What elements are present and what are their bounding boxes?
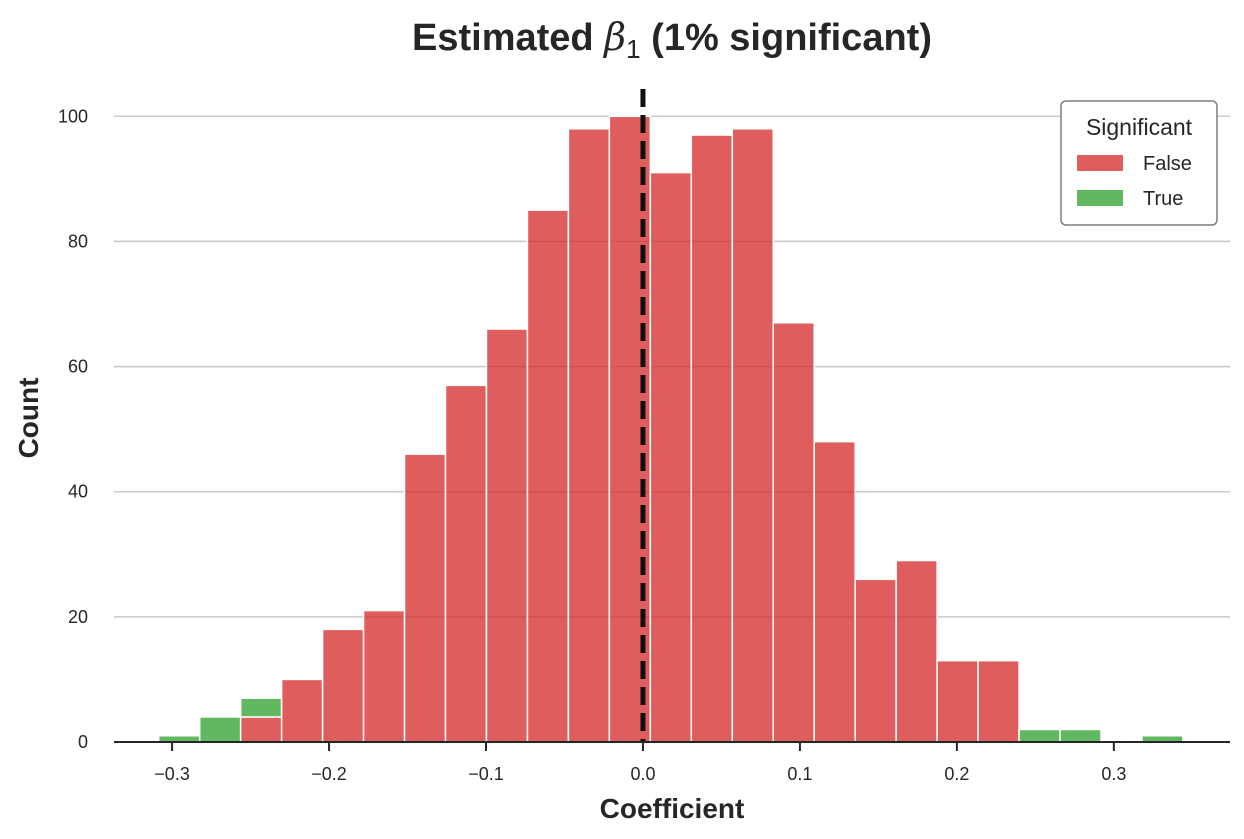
chart-title-suffix: (1% significant) <box>641 17 932 59</box>
legend-label-false: False <box>1143 153 1192 175</box>
legend-swatch-false <box>1077 155 1123 171</box>
chart-title-subscript: 1 <box>626 34 640 64</box>
chart-title-symbol: β <box>602 15 626 59</box>
bar-false <box>854 578 897 743</box>
bar-true <box>239 697 283 718</box>
y-tick-label: 60 <box>68 357 88 377</box>
x-axis-title: Coefficient <box>600 793 745 824</box>
x-tick-label: 0.3 <box>1101 764 1126 784</box>
y-tick-label: 100 <box>58 106 88 126</box>
bar-false <box>567 128 611 743</box>
y-tick-label: 80 <box>68 231 88 251</box>
bar-false <box>485 328 529 743</box>
chart-title: Estimated β1 (1% significant) <box>412 15 932 64</box>
bars-layer <box>157 115 1184 743</box>
legend-swatch-true <box>1077 190 1123 206</box>
y-tick-label: 40 <box>68 482 88 502</box>
bar-false <box>526 209 570 743</box>
bar-false <box>772 322 815 743</box>
bar-true <box>198 716 242 743</box>
bar-false <box>690 134 734 743</box>
x-tick-label: 0.1 <box>787 764 812 784</box>
x-tick-label: 0.0 <box>630 764 655 784</box>
chart-title-prefix: Estimated <box>412 17 604 59</box>
bar-false <box>731 128 774 743</box>
legend: Significant False True <box>1060 100 1218 226</box>
bar-false <box>239 716 283 743</box>
bar-false <box>403 453 447 743</box>
legend-label-true: True <box>1143 188 1183 210</box>
bar-false <box>936 659 979 743</box>
legend-title: Significant <box>1086 114 1193 140</box>
bar-false <box>280 678 324 743</box>
axis-layer: 0 20 40 60 80 100 −0.3 −0.2 −0.1 0.0 0.1 0.2 0.3 <box>58 106 1230 784</box>
x-tick-label: −0.1 <box>468 764 504 784</box>
bar-true <box>1018 728 1061 743</box>
bar-false <box>649 171 693 743</box>
x-tick-label: 0.2 <box>944 764 969 784</box>
bar-false <box>895 559 938 743</box>
bar-false <box>977 659 1020 743</box>
bar-false <box>362 609 406 743</box>
bar-false <box>444 384 488 743</box>
bar-false <box>321 628 365 743</box>
bar-false <box>813 440 856 743</box>
y-tick-label: 20 <box>68 607 88 627</box>
x-tick-label: −0.3 <box>154 764 190 784</box>
y-tick-label: 0 <box>78 732 88 752</box>
y-axis-title: Count <box>13 378 44 459</box>
x-tick-label: −0.2 <box>311 764 347 784</box>
bar-true <box>1059 728 1102 743</box>
